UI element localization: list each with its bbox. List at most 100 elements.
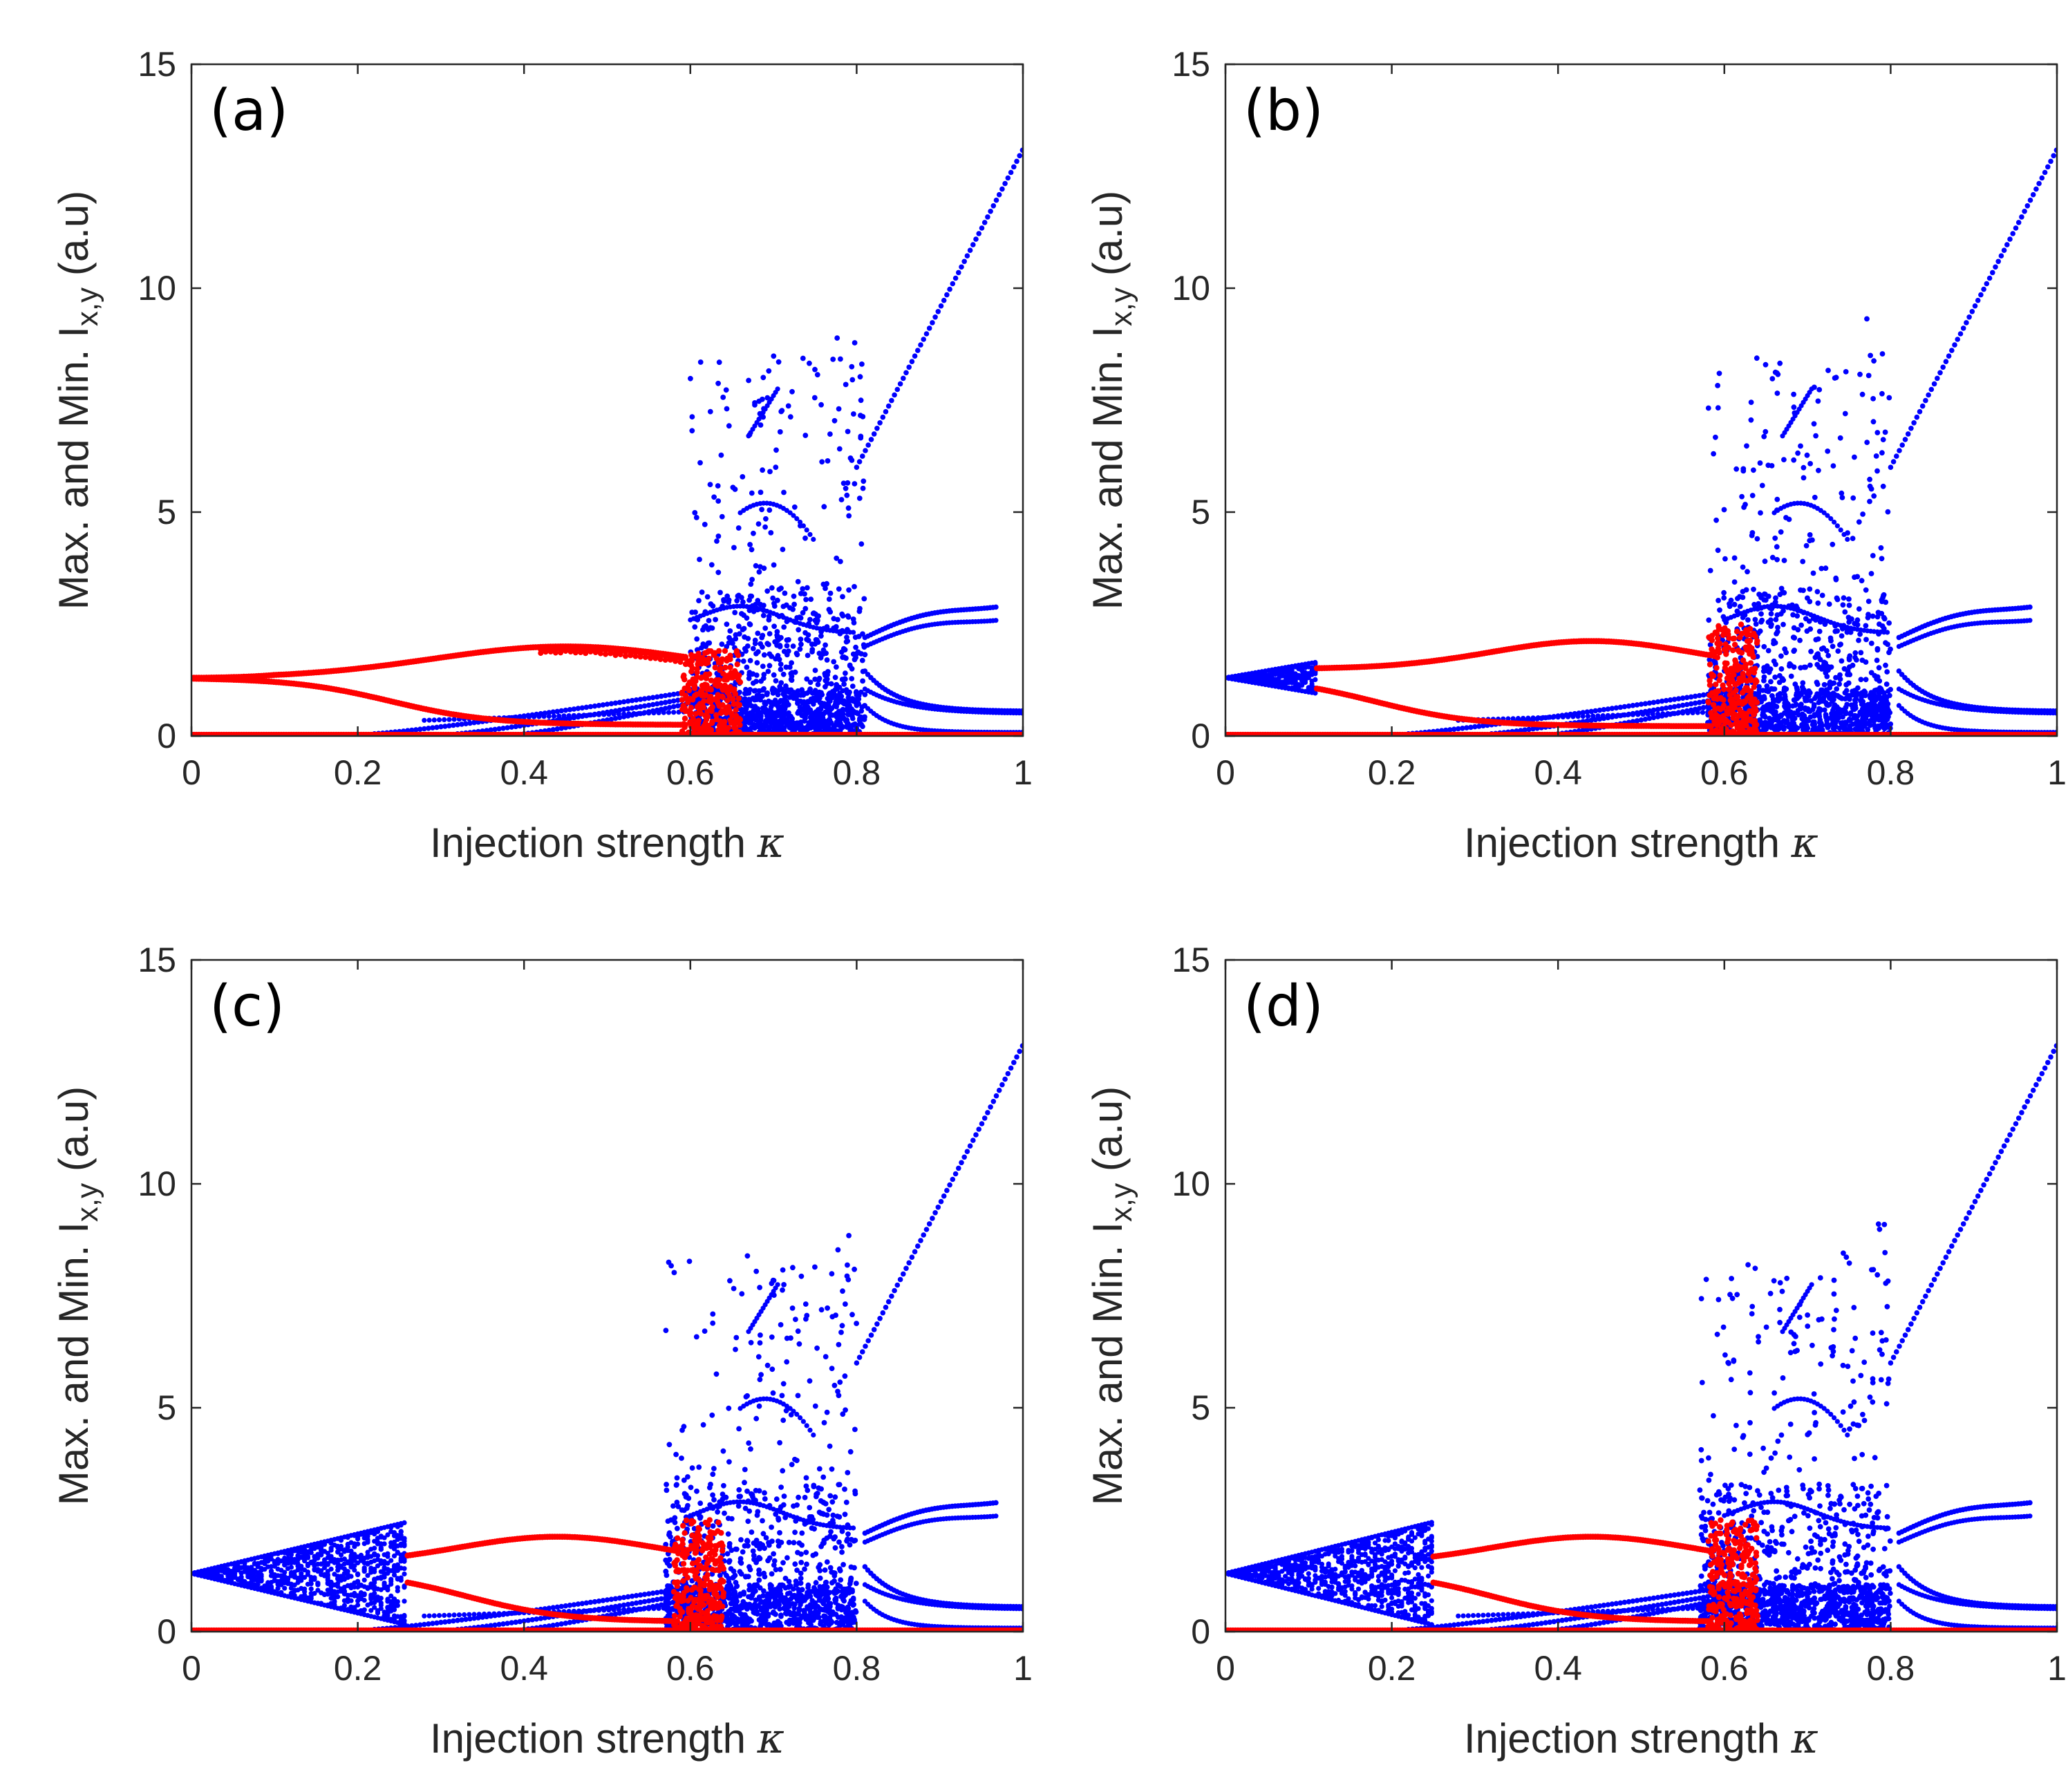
ix-point [834,555,840,561]
iy-point [686,679,693,686]
ix-point [1008,169,1014,176]
ix-point [746,675,752,681]
ix-point [1800,558,1806,565]
ix-point [1868,670,1874,676]
ix-point [1761,678,1767,683]
ix-point [1874,430,1881,435]
ix-point [814,372,820,378]
ix-point [1849,616,1854,622]
iy-point [724,697,731,704]
ix-point [851,620,857,625]
iy-point [567,649,574,654]
ix-point [844,724,850,730]
ix-point [1655,711,1661,717]
ix-point [697,359,704,365]
ix-point [446,723,452,728]
ix-point [828,681,834,687]
ix-point [805,652,811,659]
ix-point [784,643,790,649]
ix-point [819,692,825,698]
iy-point [592,650,599,655]
ix-point [759,634,765,641]
iy-point [603,651,609,657]
ix-point [749,671,755,677]
iy-point [727,664,733,670]
ix-point [892,392,897,398]
ix-point [767,507,773,513]
ix-point [754,697,760,702]
iy-point [699,657,705,663]
ix-point [824,581,829,587]
ix-point [772,639,778,645]
ix-point [1680,710,1686,716]
ix-point [1715,547,1721,554]
ix-point [788,713,793,719]
ix-point [765,668,771,675]
ix-point [829,720,834,726]
iy-point [726,692,733,699]
ix-point [601,712,607,717]
ix-point [755,708,761,714]
ix-point [733,636,739,642]
ix-point [959,264,964,270]
ix-point [1705,405,1711,411]
ix-point [816,675,822,681]
ix-point [1745,617,1751,623]
ix-point [637,697,643,702]
ix-point [1584,718,1590,724]
iy-point [642,654,648,661]
ix-point [633,704,639,710]
iy-point [734,661,740,668]
ix-point [1737,603,1743,610]
ix-point [554,726,561,732]
ix-point [563,707,569,713]
iy-point [724,677,731,683]
ix-point [720,395,726,400]
ix-point [606,712,612,717]
ix-point [812,688,818,693]
ix-point [1846,657,1852,663]
ix-point [1663,705,1669,711]
ix-point [865,442,871,448]
ix-point [1696,706,1702,711]
ix-point [773,464,779,470]
ix-point [851,411,856,417]
ix-point [1852,621,1857,627]
ix-point [1670,710,1675,716]
ix-point [1707,567,1713,574]
data-points [1225,147,2057,736]
ix-point [1782,646,1788,652]
ix-point [834,335,840,341]
ix-point [768,704,774,710]
ix-point [817,699,823,706]
iy-point [623,649,628,655]
ix-point [1772,599,1778,605]
ix-point [921,337,926,342]
ix-point [1622,704,1628,710]
ix-point [1620,713,1626,718]
iy-point [717,659,724,666]
iy-point [697,710,704,717]
ix-point [833,624,839,630]
ix-point [795,578,801,585]
ix-point [471,719,477,726]
ix-point [621,699,627,705]
iy-point [673,658,679,664]
ix-point [500,726,506,731]
ix-point [770,595,776,601]
ix-point [1754,654,1760,659]
ix-point [417,726,423,732]
ix-point [838,497,845,502]
ix-point [629,705,635,711]
iy-point [628,648,634,654]
ix-point [901,375,906,381]
ix-point [790,606,796,612]
ix-point [766,614,772,619]
ix-point [426,726,431,731]
iy-point [720,687,726,693]
ix-point [625,706,631,712]
ix-point [767,469,773,475]
ix-point [811,395,818,401]
ix-point [802,605,809,612]
ix-point [840,594,845,600]
